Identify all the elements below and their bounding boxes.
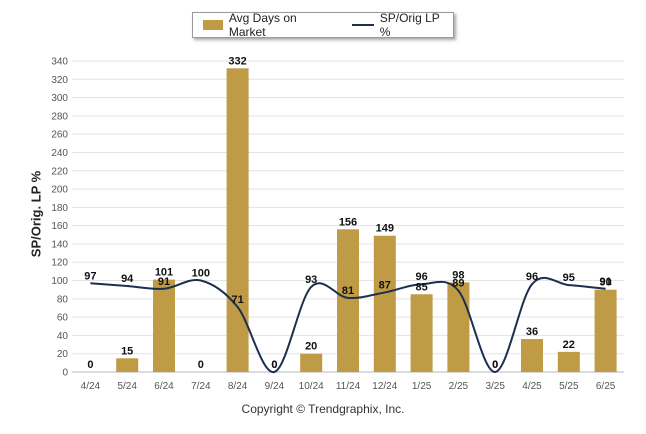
bar <box>116 358 139 372</box>
bar <box>373 235 396 372</box>
bar-value-label: 0 <box>271 359 277 371</box>
line-value-label: 0 <box>271 359 277 371</box>
bar-value-label: 0 <box>492 359 498 371</box>
legend-bar-label: Avg Days on Market <box>228 11 297 39</box>
line-path <box>90 276 606 373</box>
bar-value-label: 98 <box>452 269 464 281</box>
x-tick-label: 1/25 <box>412 381 432 392</box>
bar-value-label: 20 <box>305 341 317 353</box>
y-tick-label: 240 <box>51 148 68 159</box>
y-tick-label: 0 <box>62 368 68 379</box>
y-axis-ticks: 0 20 40 60 80 100 120 140 160 180 200 220 240 260 280 3… <box>51 57 68 379</box>
y-tick-label: 40 <box>57 331 69 342</box>
y-tick-label: 140 <box>51 239 68 250</box>
x-tick-label: 4/24 <box>81 381 101 392</box>
bar-value-label: 0 <box>87 359 93 371</box>
bar <box>447 282 470 372</box>
line-value-label: 94 <box>121 273 134 285</box>
x-tick-label: 7/24 <box>191 381 211 392</box>
y-axis-title: SP/Orig. LP % <box>28 170 44 258</box>
bar-value-label: 15 <box>121 345 133 357</box>
bar-value-label: 22 <box>563 339 575 351</box>
y-tick-label: 80 <box>57 294 69 305</box>
bar <box>153 279 175 372</box>
line-value-label: 96 <box>526 271 538 283</box>
line-value-label: 71 <box>231 294 243 306</box>
y-tick-label: 100 <box>51 276 68 287</box>
bar <box>410 294 433 372</box>
y-tick-label: 200 <box>51 185 68 196</box>
y-tick-label: 260 <box>51 130 68 141</box>
x-tick-label: 6/24 <box>154 381 174 392</box>
y-tick-label: 340 <box>51 57 68 68</box>
line-value-label: 87 <box>379 279 391 291</box>
bar-value-label: 101 <box>155 267 173 279</box>
bar <box>594 289 617 372</box>
bar <box>557 351 580 372</box>
line-value-label: 0 <box>492 359 498 371</box>
bar-value-label: 85 <box>415 281 427 293</box>
bar-value-label: 36 <box>526 326 538 338</box>
copyright-footer: Copyright © Trendgraphix, Inc. <box>241 402 405 416</box>
bar-series <box>116 68 617 372</box>
line-value-label: 96 <box>415 271 427 283</box>
x-tick-label: 12/24 <box>372 381 397 392</box>
line-value-label: 89 <box>452 278 464 290</box>
x-tick-label: 11/24 <box>336 381 361 392</box>
bar <box>300 353 323 372</box>
x-tick-label: 4/25 <box>522 381 542 392</box>
y-tick-label: 160 <box>51 221 68 232</box>
bar-value-label: 90 <box>599 277 611 289</box>
x-tick-label: 9/24 <box>265 381 285 392</box>
bar <box>337 229 359 372</box>
y-tick-label: 300 <box>51 93 68 104</box>
bar-value-label: 149 <box>376 223 394 235</box>
x-axis-ticks: 4/24 5/24 6/24 7/24 8/24 9/24 10/24 11/24 12/24 1… <box>81 381 616 392</box>
y-tick-label: 320 <box>51 75 68 86</box>
bar <box>226 68 249 372</box>
line-value-label: 91 <box>599 276 611 288</box>
bar-value-label: 156 <box>339 216 357 228</box>
line-value-label: 93 <box>305 274 317 286</box>
line-value-label: 100 <box>192 268 210 280</box>
bar-value-label: 332 <box>228 55 246 67</box>
x-tick-label: 6/25 <box>596 381 616 392</box>
data-labels: 0 15 101 0 332 0 20 156 149 85 98 0 36 22 90 97 94 91 100 7… <box>84 55 611 371</box>
line-value-label: 95 <box>563 272 575 284</box>
y-tick-label: 280 <box>51 111 68 122</box>
x-tick-label: 5/24 <box>117 381 137 392</box>
line-value-label: 81 <box>342 285 354 297</box>
bar-value-label: 0 <box>198 359 204 371</box>
y-tick-label: 220 <box>51 166 68 177</box>
x-tick-label: 8/24 <box>228 381 248 392</box>
y-tick-label: 60 <box>57 313 69 324</box>
y-tick-label: 20 <box>57 349 69 360</box>
line-value-label: 97 <box>84 270 96 282</box>
legend-line-label: SP/Orig LP % <box>379 11 440 39</box>
x-tick-label: 5/25 <box>559 381 579 392</box>
legend: Avg Days on Market SP/Orig LP % <box>192 11 454 39</box>
y-tick-label: 180 <box>51 203 68 214</box>
legend-bar-swatch <box>203 20 223 30</box>
line-value-label: 91 <box>158 276 170 288</box>
line-series <box>90 276 606 373</box>
bar <box>521 339 543 372</box>
y-tick-label: 120 <box>51 258 68 269</box>
x-tick-label: 3/25 <box>485 381 505 392</box>
x-tick-label: 10/24 <box>299 381 324 392</box>
legend-line-swatch <box>351 24 374 26</box>
x-tick-label: 2/25 <box>449 381 469 392</box>
